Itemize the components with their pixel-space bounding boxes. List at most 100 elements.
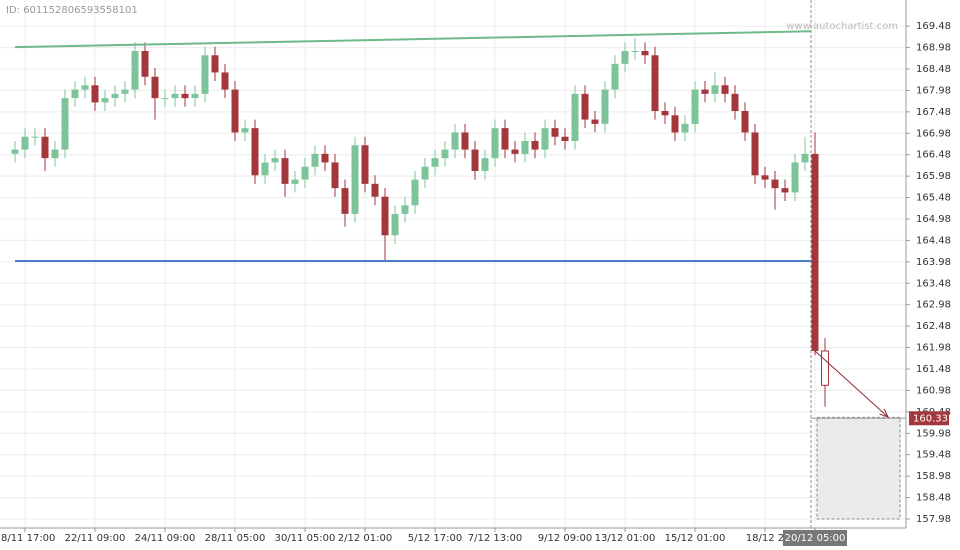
chart-id: ID: 601152806593558101 — [6, 5, 138, 16]
y-tick-label: 163.48 — [916, 278, 951, 289]
y-tick-label: 165.98 — [916, 171, 951, 182]
y-tick-label: 166.48 — [916, 150, 951, 161]
x-tick-label: 13/12 01:00 — [595, 533, 656, 544]
y-tick-label: 158.98 — [916, 471, 951, 482]
candle-body — [401, 205, 409, 214]
candle-body — [451, 132, 459, 150]
candle-body — [571, 93, 579, 141]
y-tick-label: 161.48 — [916, 364, 951, 375]
candle-body — [591, 119, 599, 124]
candle-body — [441, 149, 449, 159]
candle-body — [341, 188, 349, 214]
candle-body — [361, 145, 369, 184]
candle-body — [761, 175, 769, 180]
candle-body — [701, 89, 709, 94]
x-tick-label: 28/11 05:00 — [205, 533, 266, 544]
y-tick-label: 159.98 — [916, 428, 951, 439]
candle-body — [681, 123, 689, 133]
candle-body — [651, 55, 659, 111]
candle-body — [181, 93, 189, 99]
candle-body — [481, 158, 489, 171]
candle-body — [731, 93, 739, 111]
candle-body — [291, 179, 299, 184]
candle-body — [161, 98, 169, 100]
y-tick-label: 163.98 — [916, 257, 951, 268]
candle-body — [371, 183, 379, 197]
y-tick-label: 159.48 — [916, 450, 951, 461]
candle-body — [801, 153, 809, 163]
candle-body — [271, 158, 279, 163]
x-tick-label: 15/12 01:00 — [665, 533, 726, 544]
candle-body — [561, 136, 569, 141]
y-tick-label: 161.98 — [916, 343, 951, 354]
candle-body — [381, 196, 389, 236]
watermark: www.autochartist.com — [786, 21, 898, 32]
candle-body — [521, 141, 529, 154]
x-tick-label: 5/12 17:00 — [408, 533, 462, 544]
candle-body — [791, 162, 799, 193]
candle-body — [391, 213, 399, 236]
x-tick-label: 20/12 05:00 — [785, 533, 846, 544]
candle-body — [461, 132, 469, 150]
y-tick-label: 168.48 — [916, 64, 951, 75]
candle-body — [31, 136, 39, 138]
candle-body — [91, 85, 99, 103]
x-tick-label: 9/12 09:00 — [538, 533, 592, 544]
x-tick-label: 18/12 2 — [746, 533, 784, 544]
candle-body — [101, 98, 109, 103]
x-tick-label: 2/12 01:00 — [338, 533, 392, 544]
x-tick-label: 7/12 13:00 — [468, 533, 522, 544]
candle-body — [771, 179, 779, 189]
candle-body — [331, 162, 339, 189]
candle-body — [741, 111, 749, 133]
resistance-line — [14, 30, 812, 49]
candle-body — [151, 76, 159, 99]
candle-body — [751, 132, 759, 176]
candle-body — [711, 85, 719, 94]
candle-body — [211, 55, 219, 73]
price-label: 160.33 — [913, 413, 948, 424]
candle-body — [581, 93, 589, 120]
candle-body — [501, 128, 509, 150]
candle-body — [201, 55, 209, 94]
candle-body — [611, 63, 619, 90]
candle-body — [141, 51, 149, 77]
candle-body — [281, 158, 289, 184]
y-tick-label: 169.48 — [916, 21, 951, 32]
candle-body — [421, 166, 429, 180]
x-tick-highlight — [783, 530, 847, 546]
candle-body — [411, 179, 419, 206]
marks — [11, 38, 829, 407]
candle-body — [671, 115, 679, 133]
candle-body — [221, 72, 229, 90]
candle-body — [531, 141, 539, 150]
y-tick-label: 162.98 — [916, 300, 951, 311]
candle-body — [261, 162, 269, 176]
candle-body — [821, 350, 829, 386]
candle-body — [301, 166, 309, 180]
candle-body — [551, 128, 559, 137]
candle-body — [11, 149, 19, 154]
candle-body — [241, 128, 249, 133]
candle-body — [321, 153, 329, 163]
y-tick-label: 167.98 — [916, 85, 951, 96]
candle-body — [61, 98, 69, 150]
candle-body — [71, 89, 79, 99]
candle-body — [41, 136, 49, 159]
candle-body — [511, 149, 519, 154]
candle-body — [121, 89, 129, 94]
candle-body — [171, 93, 179, 99]
forecast-arrow-head — [879, 408, 889, 418]
forecast-zone — [816, 416, 901, 520]
candle-body — [661, 111, 669, 116]
y-tick-label: 167.48 — [916, 107, 951, 118]
y-tick-label: 164.48 — [916, 235, 951, 246]
candle-body — [51, 149, 59, 159]
candle-body — [21, 136, 29, 150]
x-tick-label: 22/11 09:00 — [65, 533, 126, 544]
candle-body — [691, 89, 699, 124]
candle-body — [431, 158, 439, 167]
